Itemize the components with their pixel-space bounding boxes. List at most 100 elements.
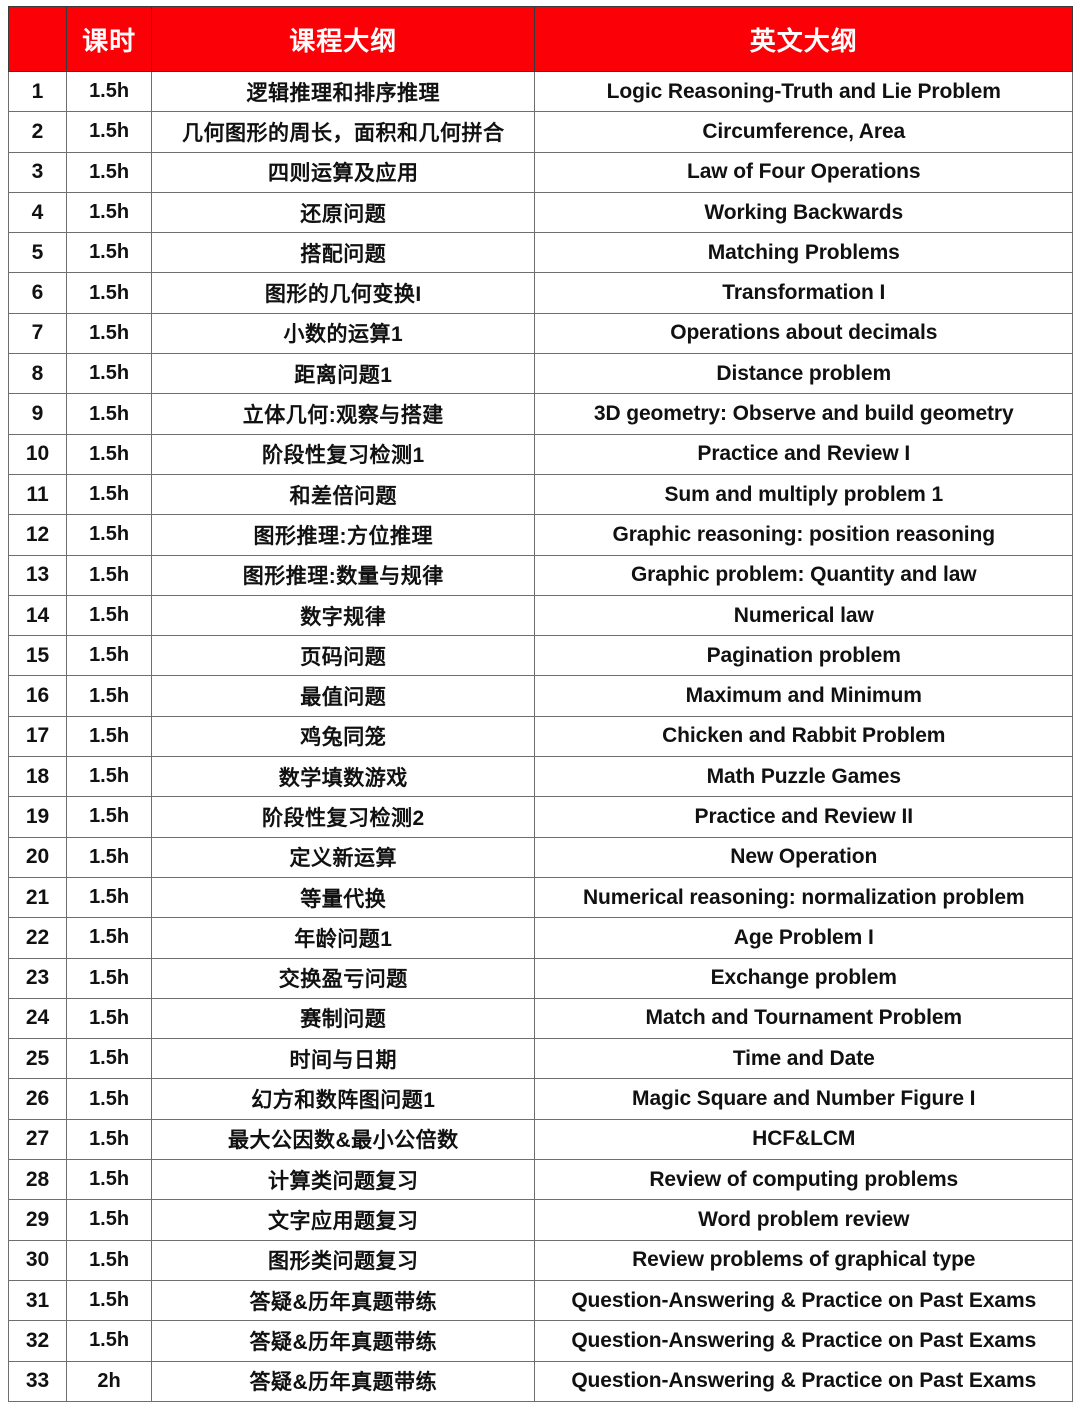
lesson-topic-cn: 图形的几何变换I [151,272,536,314]
table-row: 22 1.5h 年龄问题1 Age Problem I [7,917,1073,959]
lesson-topic-cn: 交换盈亏问题 [151,957,536,999]
lesson-topic-en: Question-Answering & Practice on Past Ex… [534,1360,1073,1402]
lesson-topic-en: Working Backwards [534,191,1073,234]
lesson-topic-cn: 图形推理:方位推理 [151,514,536,556]
lesson-topic-cn: 和差倍问题 [151,473,536,516]
lesson-hours: 1.5h [66,715,153,758]
table-row: 21 1.5h 等量代换 Numerical reasoning: normaliza… [7,876,1073,919]
lesson-topic-en: Magic Square and Number Figure I [534,1078,1073,1120]
lesson-topic-cn: 鸡兔同笼 [151,715,536,758]
lesson-hours: 1.5h [66,393,153,435]
table-row: 18 1.5h 数学填数游戏 Math Puzzle Games [7,756,1073,798]
lesson-topic-cn: 幻方和数阵图问题1 [151,1078,536,1120]
lesson-topic-en: Match and Tournament Problem [534,997,1073,1040]
lesson-number: 30 [7,1239,68,1281]
course-syllabus-table: 课时 课程大纲 英文大纲 1 1.5h 逻辑推理和排序推理 Logic Reasoni… [7,6,1073,1402]
lesson-hours: 1.5h [66,1078,153,1120]
lesson-topic-cn: 定义新运算 [151,836,536,878]
table-row: 14 1.5h 数字规律 Numerical law [7,594,1073,637]
lesson-topic-en: Numerical reasoning: normalization probl… [534,876,1073,919]
table-row: 31 1.5h 答疑&历年真题带练 Question-Answering & Prac… [7,1279,1073,1322]
lesson-hours: 2h [66,1360,153,1402]
lesson-topic-cn: 图形推理:数量与规律 [151,554,536,596]
lesson-hours: 1.5h [66,70,153,113]
lesson-number: 24 [7,997,68,1040]
table-row: 24 1.5h 赛制问题 Match and Tournament Problem [7,997,1073,1040]
table-row: 13 1.5h 图形推理:数量与规律 Graphic problem: Quantit… [7,554,1073,596]
lesson-topic-cn: 最值问题 [151,675,536,717]
lesson-hours: 1.5h [66,272,153,314]
lesson-hours: 1.5h [66,1038,153,1080]
lesson-hours: 1.5h [66,312,153,355]
table-row: 15 1.5h 页码问题 Pagination problem [7,635,1073,677]
lesson-topic-cn: 阶段性复习检测2 [151,796,536,838]
table-row: 12 1.5h 图形推理:方位推理 Graphic reasoning: positi… [7,514,1073,556]
lesson-topic-cn: 文字应用题复习 [151,1199,536,1241]
table-row: 25 1.5h 时间与日期 Time and Date [7,1038,1073,1080]
lesson-hours: 1.5h [66,635,153,677]
lesson-hours: 1.5h [66,1118,153,1161]
lesson-number: 15 [7,635,68,677]
lesson-number: 12 [7,514,68,556]
lesson-hours: 1.5h [66,594,153,637]
table-row: 11 1.5h 和差倍问题 Sum and multiply problem 1 [7,473,1073,516]
lesson-hours: 1.5h [66,554,153,596]
table-row: 16 1.5h 最值问题 Maximum and Minimum [7,675,1073,717]
table-row: 2 1.5h 几何图形的周长，面积和几何拼合 Circumference, Area [7,111,1073,153]
lesson-topic-en: Law of Four Operations [534,151,1073,193]
table-row: 32 1.5h 答疑&历年真题带练 Question-Answering & Prac… [7,1320,1073,1362]
lesson-topic-en: New Operation [534,836,1073,878]
lesson-topic-en: Matching Problems [534,232,1073,274]
table-row: 26 1.5h 幻方和数阵图问题1 Magic Square and Number F… [7,1078,1073,1120]
lesson-topic-en: Maximum and Minimum [534,675,1073,717]
lesson-hours: 1.5h [66,796,153,838]
lesson-topic-cn: 阶段性复习检测1 [151,433,536,475]
lesson-topic-cn: 页码问题 [151,635,536,677]
lesson-topic-cn: 年龄问题1 [151,917,536,959]
lesson-hours: 1.5h [66,1159,153,1201]
lesson-topic-en: Review problems of graphical type [534,1239,1073,1281]
table-row: 1 1.5h 逻辑推理和排序推理 Logic Reasoning-Truth and … [7,70,1073,113]
lesson-hours: 1.5h [66,917,153,959]
lesson-number: 5 [7,232,68,274]
lesson-number: 25 [7,1038,68,1080]
lesson-topic-cn: 答疑&历年真题带练 [151,1320,536,1362]
lesson-hours: 1.5h [66,675,153,717]
lesson-topic-cn: 小数的运算1 [151,312,536,355]
lesson-topic-en: 3D geometry: Observe and build geometry [534,393,1073,435]
column-header-outline-cn: 课程大纲 [151,6,536,72]
lesson-topic-en: Graphic reasoning: position reasoning [534,514,1073,556]
lesson-number: 31 [7,1279,68,1322]
lesson-number: 17 [7,715,68,758]
lesson-topic-en: Pagination problem [534,635,1073,677]
lesson-topic-en: Circumference, Area [534,111,1073,153]
lesson-number: 1 [7,70,68,113]
lesson-topic-cn: 等量代换 [151,876,536,919]
lesson-number: 14 [7,594,68,637]
lesson-number: 11 [7,473,68,516]
table-row: 33 2h 答疑&历年真题带练 Question-Answering & Practi… [7,1360,1073,1402]
table-row: 19 1.5h 阶段性复习检测2 Practice and Review II [7,796,1073,838]
lesson-hours: 1.5h [66,756,153,798]
lesson-topic-en: Graphic problem: Quantity and law [534,554,1073,596]
lesson-topic-en: Logic Reasoning-Truth and Lie Problem [534,70,1073,113]
lesson-number: 19 [7,796,68,838]
lesson-topic-en: Practice and Review I [534,433,1073,475]
table-body: 1 1.5h 逻辑推理和排序推理 Logic Reasoning-Truth and … [7,70,1073,1402]
lesson-topic-en: Question-Answering & Practice on Past Ex… [534,1320,1073,1362]
lesson-number: 27 [7,1118,68,1161]
lesson-number: 29 [7,1199,68,1241]
lesson-number: 4 [7,191,68,234]
table-row: 10 1.5h 阶段性复习检测1 Practice and Review I [7,433,1073,475]
lesson-hours: 1.5h [66,514,153,556]
lesson-hours: 1.5h [66,232,153,274]
lesson-topic-en: Question-Answering & Practice on Past Ex… [534,1279,1073,1322]
syllabus-table-container: 课时 课程大纲 英文大纲 1 1.5h 逻辑推理和排序推理 Logic Reasoni… [7,6,1073,1402]
lesson-topic-cn: 答疑&历年真题带练 [151,1360,536,1402]
table-row: 20 1.5h 定义新运算 New Operation [7,836,1073,878]
lesson-hours: 1.5h [66,957,153,999]
lesson-number: 7 [7,312,68,355]
lesson-topic-cn: 几何图形的周长，面积和几何拼合 [151,111,536,153]
lesson-hours: 1.5h [66,433,153,475]
lesson-topic-en: Review of computing problems [534,1159,1073,1201]
